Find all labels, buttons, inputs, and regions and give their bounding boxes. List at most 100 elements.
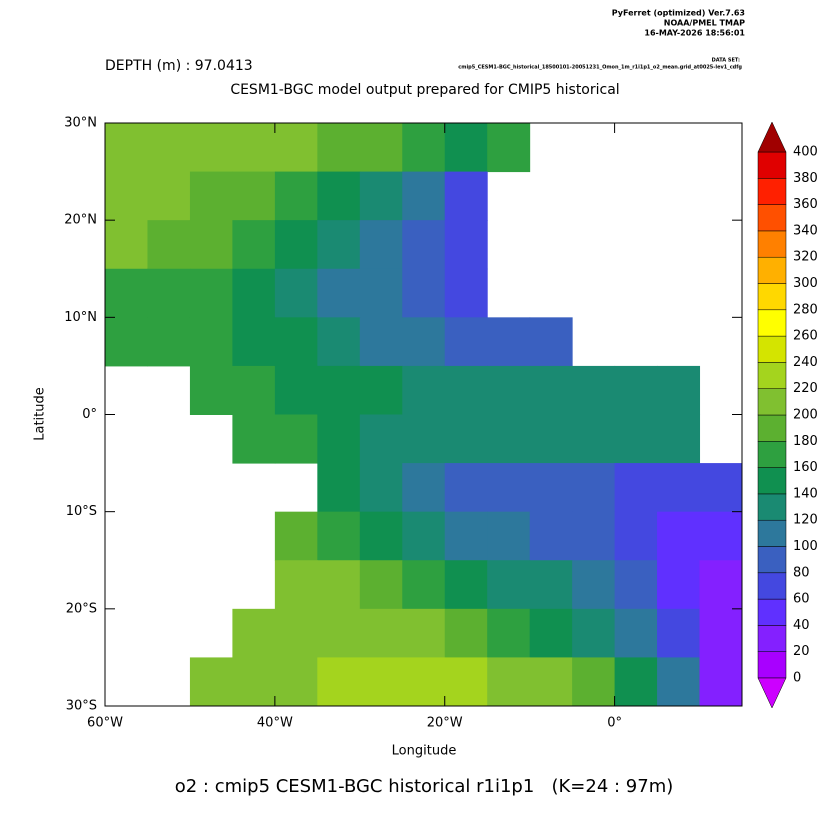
colorbar-segment (757, 414, 787, 442)
cell (274, 220, 318, 270)
colorbar-segment (757, 335, 787, 363)
y-tick-label: 10°S (66, 504, 97, 519)
cell (189, 268, 233, 318)
cell (232, 657, 276, 707)
colorbar-label: 240 (793, 355, 818, 370)
cell (487, 608, 531, 658)
cell (189, 171, 233, 221)
cell (572, 657, 616, 707)
colorbar-label: 140 (793, 486, 818, 501)
cell (402, 317, 446, 367)
cell (444, 171, 488, 221)
colorbar-label: 340 (793, 223, 818, 238)
cell (657, 657, 701, 707)
cell (232, 268, 276, 318)
cell (189, 317, 233, 367)
cell (317, 657, 361, 707)
cell (359, 171, 403, 221)
colorbar-segment (757, 598, 787, 626)
y-tick-label: 20°N (64, 213, 97, 228)
colorbar-label: 380 (793, 171, 818, 186)
cell (317, 560, 361, 610)
cell (614, 365, 658, 415)
cell (317, 268, 361, 318)
colorbar-label: 320 (793, 250, 818, 265)
cell (359, 463, 403, 513)
colorbar-segment (757, 256, 787, 284)
colorbar-segment (757, 178, 787, 205)
cell (359, 123, 403, 173)
cell (317, 511, 361, 561)
cell (359, 511, 403, 561)
y-tick-label: 20°S (66, 601, 97, 616)
cell (147, 123, 191, 173)
colorbar-label: 160 (793, 460, 818, 475)
cell (359, 608, 403, 658)
y-tick-label: 0° (82, 407, 97, 422)
cell (232, 123, 276, 173)
colorbar-label: 200 (793, 408, 818, 423)
colorbar-label: 220 (793, 381, 818, 396)
cell (572, 608, 616, 658)
cell (657, 463, 701, 513)
y-label: Latitude (33, 387, 48, 441)
colorbar-segment (757, 283, 787, 311)
cell (572, 511, 616, 561)
cell (529, 608, 573, 658)
cell (274, 268, 318, 318)
cell (232, 171, 276, 221)
cell (232, 608, 276, 658)
cell (105, 123, 148, 173)
colorbar-label: 280 (793, 302, 818, 317)
cell (402, 171, 446, 221)
colorbar-segment (757, 651, 787, 679)
cell (147, 171, 191, 221)
dataset-label: DATA SET: (712, 58, 740, 64)
cell (529, 414, 573, 464)
cell (657, 560, 701, 610)
x-tick-label: 0° (607, 716, 622, 731)
cell (444, 365, 488, 415)
colorbar-segment (757, 230, 787, 258)
cell (274, 123, 318, 173)
cell (444, 220, 488, 270)
colorbar-label: 0 (793, 671, 801, 686)
cell (614, 511, 658, 561)
cell (274, 657, 318, 707)
cell (317, 463, 361, 513)
colorbar-segment (757, 441, 787, 468)
cell (444, 657, 488, 707)
cell (147, 268, 191, 318)
cell (359, 365, 403, 415)
colorbar-label: 360 (793, 197, 818, 212)
cell (274, 560, 318, 610)
cell (487, 463, 531, 513)
cell (529, 463, 573, 513)
cell (444, 463, 488, 513)
colorbar-label: 20 (793, 644, 810, 659)
cell (487, 414, 531, 464)
y-tick-label: 10°N (64, 310, 97, 325)
cell (529, 560, 573, 610)
cell (232, 365, 276, 415)
cell (317, 608, 361, 658)
cell (232, 414, 276, 464)
cell (614, 608, 658, 658)
colorbar-segment (757, 625, 787, 652)
cell (614, 414, 658, 464)
header: PyFerret (optimized) Ver.7.63 (612, 9, 745, 18)
caption: o2 : cmip5 CESM1-BGC historical r1i1p1 (… (175, 776, 674, 797)
cell (402, 123, 446, 173)
cell (487, 317, 531, 367)
cell (699, 608, 743, 658)
cell (699, 560, 743, 610)
cell (359, 220, 403, 270)
cell (657, 365, 701, 415)
colorbar-label: 60 (793, 592, 810, 607)
cell (189, 123, 233, 173)
cell (487, 365, 531, 415)
cell (147, 317, 191, 367)
cell (444, 123, 488, 173)
cell (359, 657, 403, 707)
